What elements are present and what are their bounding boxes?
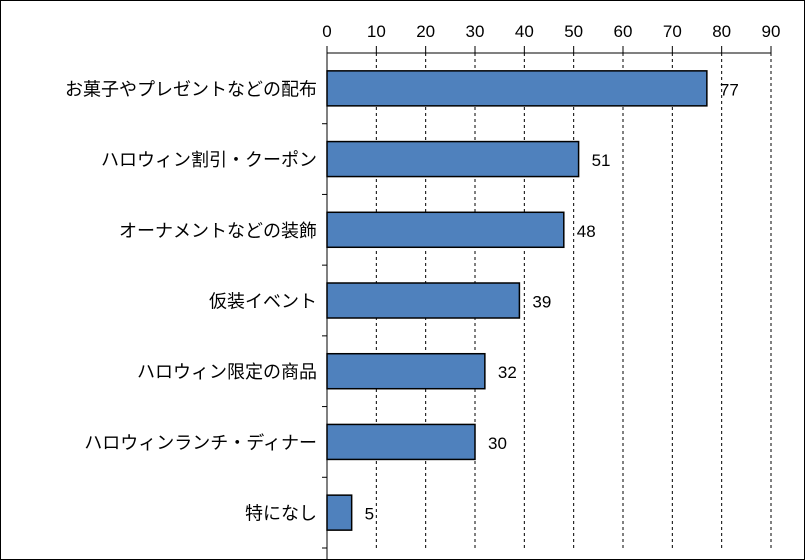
- x-tick-label: 70: [663, 22, 682, 41]
- bar: [326, 494, 353, 531]
- x-tick-label: 90: [762, 22, 781, 41]
- category-label: オーナメントなどの装飾: [119, 221, 317, 242]
- category-label: ハロウィン割引・クーポン: [101, 150, 317, 171]
- data-label: 5: [365, 505, 374, 524]
- category-label: お菓子やプレゼントなどの配布: [65, 79, 317, 100]
- bar: [326, 140, 580, 178]
- data-label: 48: [577, 222, 596, 241]
- x-tick-label: 10: [367, 22, 386, 41]
- category-label: ハロウィン限定の商品: [137, 362, 317, 383]
- data-label: 51: [592, 151, 611, 170]
- x-tick-label: 60: [614, 22, 633, 41]
- data-label: 30: [488, 434, 507, 453]
- x-tick-label: 0: [322, 22, 331, 41]
- x-tick-label: 20: [416, 22, 435, 41]
- bar: [326, 70, 708, 107]
- bar: [326, 352, 486, 390]
- x-tick-label: 30: [466, 22, 485, 41]
- category-label: ハロウィンランチ・ディナー: [84, 433, 317, 454]
- x-tick-label: 50: [564, 22, 583, 41]
- category-label: 特になし: [245, 504, 317, 525]
- x-tick-label: 80: [712, 22, 731, 41]
- x-tick-label: 40: [515, 22, 534, 41]
- data-label: 39: [532, 293, 551, 312]
- bar: [326, 423, 476, 461]
- bar: [326, 282, 521, 319]
- category-label: 仮装イベント: [209, 292, 317, 313]
- bar: [326, 211, 565, 249]
- data-label: 77: [720, 80, 739, 99]
- data-label: 32: [498, 363, 517, 382]
